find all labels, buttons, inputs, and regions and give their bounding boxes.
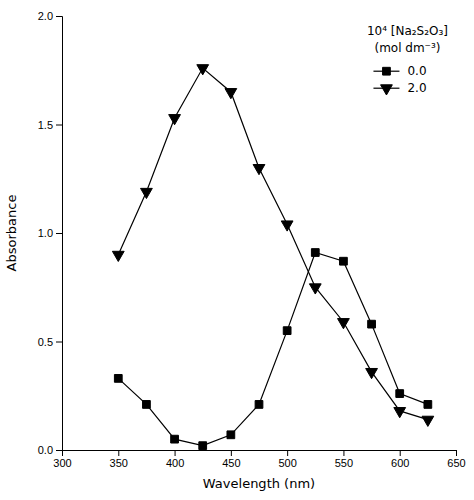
marker [197,65,209,75]
tick-mark [400,450,401,456]
tick: 450 [222,450,240,469]
marker [394,408,406,418]
marker [114,375,122,383]
marker [199,442,207,450]
tick-label: 0.0 [38,444,53,456]
y-axis: 0.0 0.5 1.0 1.5 2.0 [38,10,63,456]
tick-mark [56,450,62,451]
tick-mark [118,450,119,456]
tick-mark [456,450,457,456]
tick: 300 [53,450,71,469]
legend-entry: 2.0 [373,81,426,95]
tick-label: 450 [222,457,240,469]
tick-mark [343,450,344,456]
marker [340,257,348,265]
marker [281,221,293,231]
tick-label: 550 [335,457,353,469]
series-line [118,253,428,446]
marker [368,320,376,328]
marker [366,368,378,378]
legend-entry: 0.0 [373,64,426,78]
series-line [118,68,428,420]
legend-title: 10⁴ [Na₂S₂O₃] [367,24,448,38]
legend-title: (mol dm⁻³) [374,41,440,55]
tick-label: 2.0 [38,10,53,22]
legend-label: 0.0 [407,64,426,78]
chart: 3003504004505005506006500.00.51.01.52.01… [0,0,474,500]
tick: 1.0 [38,227,62,239]
y-axis-title: Absorbance [4,195,19,272]
legend-label: 2.0 [407,81,426,95]
tick-mark [231,450,232,456]
tick-label: 0.5 [38,336,53,348]
x-axis-title: Wavelength (nm) [203,476,315,491]
tick-label: 1.0 [38,227,53,239]
tick: 550 [335,450,353,469]
tick-label: 400 [166,457,184,469]
marker [227,431,235,439]
tick: 400 [166,450,184,469]
legend: 10⁴ [Na₂S₂O₃] (mol dm⁻³) 0.0 2.0 [367,24,448,95]
tick-mark [56,16,62,17]
tick: 350 [110,450,128,469]
tick-label: 650 [447,457,465,469]
tick-label: 600 [391,457,409,469]
x-axis: 300 350 400 450 500 550 600 650 [53,450,465,469]
marks [112,65,433,450]
marker [112,251,124,261]
marker [253,165,265,175]
tick-mark [56,233,62,234]
tick: 1.5 [38,119,62,131]
legend-marker [383,67,391,75]
tick-mark [175,450,176,456]
marker [225,89,237,99]
tick: 650 [447,450,465,469]
marker [283,327,291,335]
marker [309,284,321,294]
tick-mark [287,450,288,456]
marker [169,115,181,125]
tick-mark [56,125,62,126]
tick-label: 500 [278,457,296,469]
legend-marker [381,85,393,95]
marker [143,401,151,409]
marker [424,401,432,409]
marker [396,390,404,398]
tick: 0.5 [38,336,62,348]
marker [171,435,179,443]
tick-mark [56,342,62,343]
tick-label: 350 [110,457,128,469]
tick: 600 [391,450,409,469]
marker [422,416,434,426]
marker [255,401,263,409]
axis-domain [56,17,63,451]
marker [141,188,153,198]
tick: 0.0 [38,444,62,456]
tick-label: 1.5 [38,119,53,131]
axis-domain [63,451,457,457]
marker [311,249,319,257]
marker [338,319,350,329]
tick-label: 300 [53,457,71,469]
plot: 3003504004505005506006500.00.51.01.52.01… [38,10,466,469]
tick: 500 [278,450,296,469]
tick: 2.0 [38,10,62,22]
